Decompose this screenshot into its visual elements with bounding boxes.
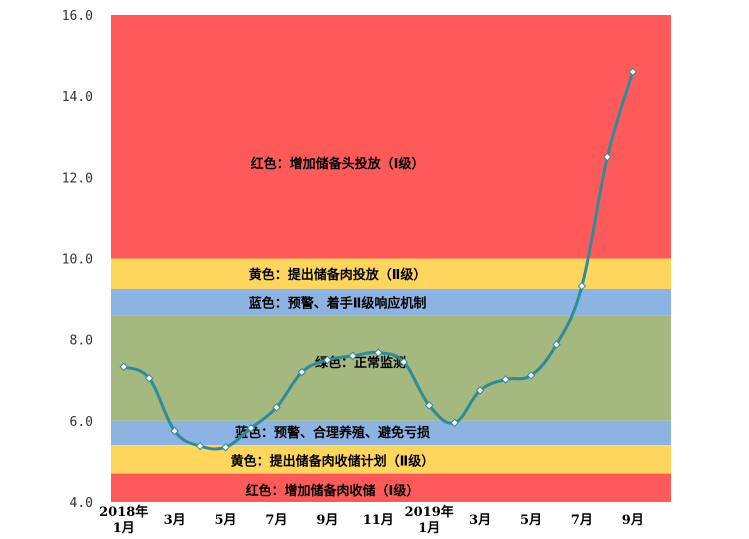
- data-point: [195, 441, 205, 451]
- y-tick-label: 16.0: [62, 9, 93, 24]
- band-label-2: 蓝色：预警、着手Ⅱ级响应机制: [249, 295, 427, 311]
- data-point: [501, 375, 510, 384]
- band-label-5: 黄色：提出储备肉收储计划（Ⅱ级）: [231, 454, 435, 470]
- x-tick-label: 3月: [469, 513, 491, 528]
- y-tick-label: 4.0: [70, 496, 93, 511]
- data-point: [577, 281, 587, 291]
- x-tick-label: 1月: [113, 521, 135, 536]
- data-point: [628, 67, 638, 77]
- x-tick-label: 3月: [164, 513, 186, 528]
- y-axis: 4.0 6.0 8.0 10.0 12.0 14.0 16.0: [62, 9, 93, 511]
- data-point: [374, 348, 383, 357]
- data-point: [246, 423, 256, 433]
- data-point: [348, 351, 358, 361]
- band-label-0: 红色：增加储备头投放（Ⅰ级）: [251, 156, 425, 172]
- data-point: [170, 426, 179, 436]
- data-point: [552, 340, 561, 349]
- x-tick-label: 9月: [316, 513, 338, 528]
- x-tick-label: 11月: [363, 513, 394, 528]
- y-tick-label: 14.0: [62, 90, 93, 105]
- threshold-band-labels: 红色：增加储备头投放（Ⅰ级） 黄色：提出储备肉投放（Ⅱ级） 蓝色：预警、着手Ⅱ级响应…: [231, 156, 435, 499]
- band-1: [111, 258, 671, 289]
- x-tick-label: 7月: [571, 513, 593, 528]
- data-point: [323, 355, 332, 365]
- threshold-bands: [111, 15, 671, 502]
- data-point: [221, 442, 230, 452]
- data-point: [424, 401, 434, 410]
- x-tick-label: 5月: [215, 513, 237, 528]
- data-point: [272, 403, 281, 412]
- price-line-series: [119, 67, 638, 452]
- band-label-6: 红色：增加储备肉收储（Ⅰ级）: [246, 483, 420, 499]
- series-line: [123, 71, 635, 451]
- band-0: [111, 15, 671, 259]
- band-6: [111, 473, 671, 502]
- data-point: [475, 386, 485, 395]
- band-3: [111, 315, 671, 421]
- band-4: [111, 420, 671, 446]
- x-tick-label: 1月: [418, 521, 440, 536]
- data-point: [450, 418, 459, 428]
- x-tick-label: 5月: [520, 513, 542, 528]
- data-point: [603, 152, 612, 162]
- data-point: [297, 367, 307, 377]
- band-label-1: 黄色：提出储备肉投放（Ⅱ级）: [249, 267, 427, 283]
- x-tick-label: 9月: [622, 513, 644, 528]
- band-5: [111, 445, 671, 474]
- y-tick-label: 10.0: [62, 253, 93, 268]
- y-tick-label: 12.0: [62, 171, 93, 186]
- data-point: [144, 373, 154, 383]
- y-tick-label: 6.0: [70, 415, 93, 430]
- y-tick-label: 8.0: [70, 334, 93, 349]
- data-point: [399, 357, 408, 367]
- x-tick-label: 2019年: [405, 504, 454, 520]
- data-point: [119, 362, 128, 372]
- data-point: [526, 371, 536, 380]
- x-tick-label: 7月: [265, 513, 287, 528]
- band-label-4: 蓝色：预警、合理养殖、避免亏损: [235, 425, 430, 441]
- x-tick-label: 2018年: [99, 504, 148, 520]
